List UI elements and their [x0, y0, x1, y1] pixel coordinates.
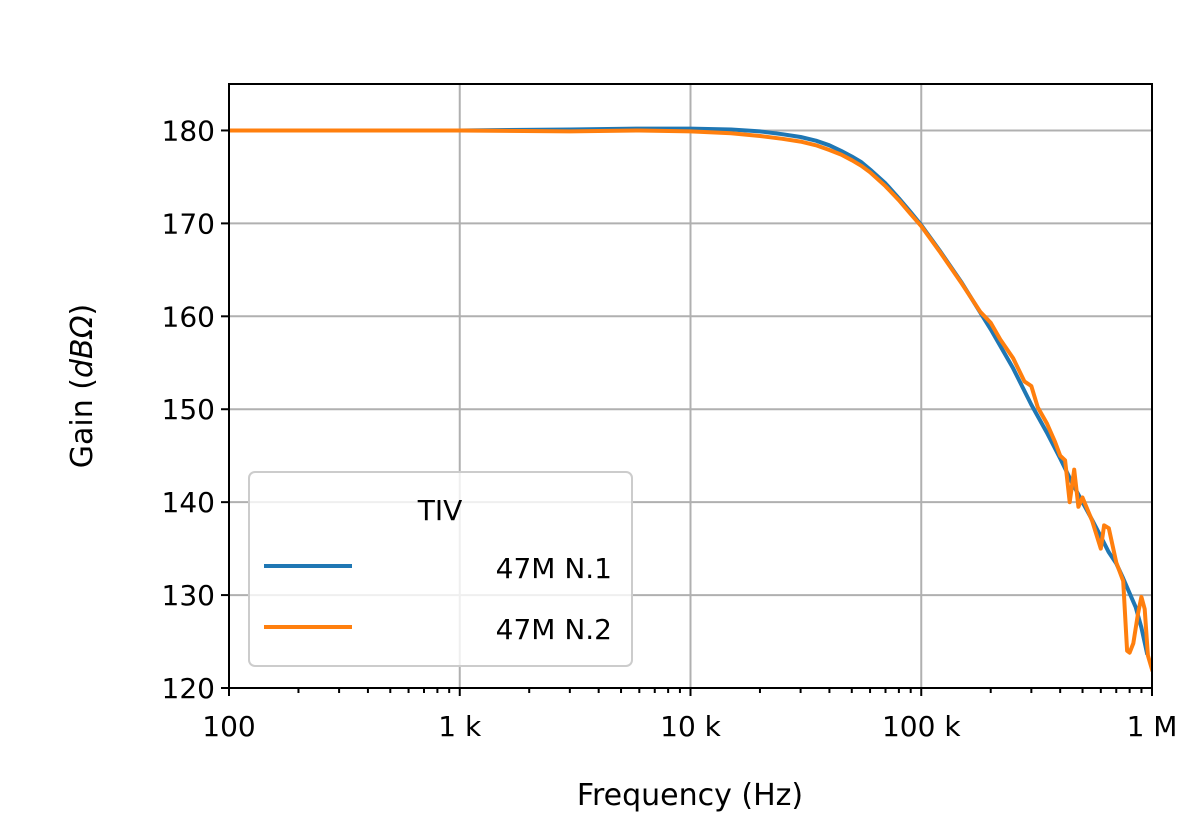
x-tick-label: 100 k — [882, 710, 961, 743]
series-layer — [229, 126, 1152, 672]
y-axis-title-suffix: ) — [65, 304, 100, 316]
axis-ticks: 100 1 k 10 k 100 k 1 M 120 130 140 150 160 170 180 — [162, 114, 1178, 743]
legend-label-47m-n1: 47M N.1 — [496, 552, 612, 585]
y-tick-label: 160 — [162, 300, 215, 333]
legend-title: TIV — [417, 494, 463, 527]
y-tick-label: 120 — [162, 672, 215, 705]
legend-label-47m-n2: 47M N.2 — [496, 613, 612, 646]
y-tick-label: 140 — [162, 486, 215, 519]
y-tick-label: 150 — [162, 393, 215, 426]
y-axis-title: Gain (dBΩ) — [65, 304, 100, 469]
x-axis-title: Frequency (Hz) — [577, 778, 803, 813]
x-tick-label: 1 k — [438, 710, 482, 743]
x-tick-label: 100 — [202, 710, 255, 743]
legend-box — [248, 471, 633, 667]
y-tick-label: 180 — [162, 114, 215, 147]
y-axis-title-unit: dBΩ — [65, 315, 100, 378]
x-tick-label: 1 M — [1127, 710, 1178, 743]
x-tick-label: 10 k — [660, 710, 722, 743]
y-axis-title-prefix: Gain ( — [65, 378, 100, 468]
y-tick-label: 130 — [162, 579, 215, 612]
series-line-47m-n-2 — [229, 128, 1152, 672]
y-tick-label: 170 — [162, 207, 215, 240]
legend: TIV 47M N.1 47M N.2 — [248, 471, 633, 667]
